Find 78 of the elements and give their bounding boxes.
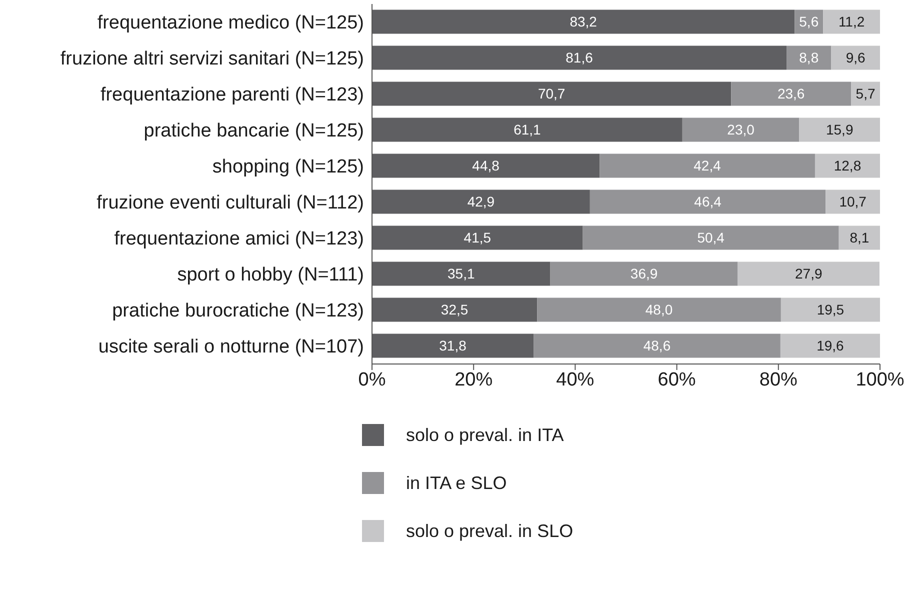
bar xyxy=(838,226,880,250)
bar xyxy=(372,118,682,142)
bar xyxy=(537,298,781,322)
data-label: 42,9 xyxy=(467,194,495,210)
data-label: 44,8 xyxy=(472,158,500,174)
data-label: 5,7 xyxy=(856,86,876,102)
data-label: 32,5 xyxy=(440,302,468,318)
y-tick-label: shopping (N=125) xyxy=(212,156,364,178)
y-tick-label: uscite serali o notturne (N=107) xyxy=(98,336,364,358)
data-label: 36,9 xyxy=(630,266,658,282)
bar xyxy=(550,262,738,286)
bar xyxy=(372,154,600,178)
bar xyxy=(372,298,538,322)
data-label: 10,7 xyxy=(839,194,867,210)
data-label: 70,7 xyxy=(538,86,566,102)
bar xyxy=(372,334,534,358)
bar xyxy=(799,118,880,142)
y-tick-label: pratiche burocratiche (N=123) xyxy=(112,300,364,322)
y-tick-label: frequentazione medico (N=125) xyxy=(97,12,364,34)
bar xyxy=(731,82,852,106)
data-label: 11,2 xyxy=(838,14,865,30)
bar xyxy=(582,226,839,250)
bar xyxy=(372,46,787,70)
y-tick-label: frequentazione amici (N=123) xyxy=(114,228,364,250)
bar xyxy=(372,190,590,214)
x-tick-label: 0% xyxy=(358,369,386,390)
x-tick-label: 40% xyxy=(556,369,594,390)
bar xyxy=(851,82,880,106)
data-label: 46,4 xyxy=(694,194,722,210)
data-label: 81,6 xyxy=(566,50,594,66)
data-label: 27,9 xyxy=(795,266,822,282)
x-tick-label: 100% xyxy=(856,369,904,390)
data-label: 48,0 xyxy=(645,302,673,318)
data-label: 23,6 xyxy=(777,86,805,102)
y-tick-label: sport o hobby (N=111) xyxy=(177,264,364,286)
data-label: 42,4 xyxy=(694,158,722,174)
bar xyxy=(372,226,583,250)
data-label: 48,6 xyxy=(643,338,671,354)
data-label: 41,5 xyxy=(464,230,492,246)
data-label: 23,0 xyxy=(727,122,755,138)
y-tick-label: fruzione eventi culturali (N=112) xyxy=(96,192,364,214)
y-tick-label: pratiche bancarie (N=125) xyxy=(144,120,364,142)
data-label: 31,8 xyxy=(439,338,467,354)
bar xyxy=(600,154,815,178)
data-label: 35,1 xyxy=(448,266,475,282)
bar xyxy=(814,154,880,178)
data-label: 8,1 xyxy=(850,230,870,246)
data-label: 15,9 xyxy=(826,122,854,138)
legend-label: solo o preval. in SLO xyxy=(406,520,574,542)
bar xyxy=(372,262,550,286)
data-label: 8,8 xyxy=(799,50,819,66)
x-tick-label: 20% xyxy=(454,369,493,390)
bar xyxy=(823,10,880,34)
bar xyxy=(534,334,780,358)
bar xyxy=(682,118,800,142)
bar xyxy=(372,82,732,106)
data-label: 12,8 xyxy=(834,158,862,174)
y-tick-label: frequentazione parenti (N=123) xyxy=(100,84,364,106)
bar xyxy=(372,10,795,34)
bar xyxy=(786,46,832,70)
x-tick-label: 60% xyxy=(658,369,696,390)
data-label: 50,4 xyxy=(697,230,725,246)
data-label: 19,5 xyxy=(816,302,844,318)
data-label: 19,6 xyxy=(816,338,844,354)
data-label: 61,1 xyxy=(514,122,542,138)
bar xyxy=(738,262,880,286)
bar xyxy=(831,46,880,70)
legend-label: solo o preval. in ITA xyxy=(406,424,564,446)
bar xyxy=(826,190,880,214)
legend-label: in ITA e SLO xyxy=(406,472,507,494)
data-label: 9,6 xyxy=(846,50,866,66)
bar xyxy=(780,298,880,322)
bar xyxy=(590,190,826,214)
data-label: 5,6 xyxy=(799,14,819,30)
x-tick-label: 80% xyxy=(759,369,798,390)
data-label: 83,2 xyxy=(570,14,598,30)
bar xyxy=(780,334,880,358)
y-tick-label: fruzione altri servizi sanitari (N=125) xyxy=(60,48,364,70)
